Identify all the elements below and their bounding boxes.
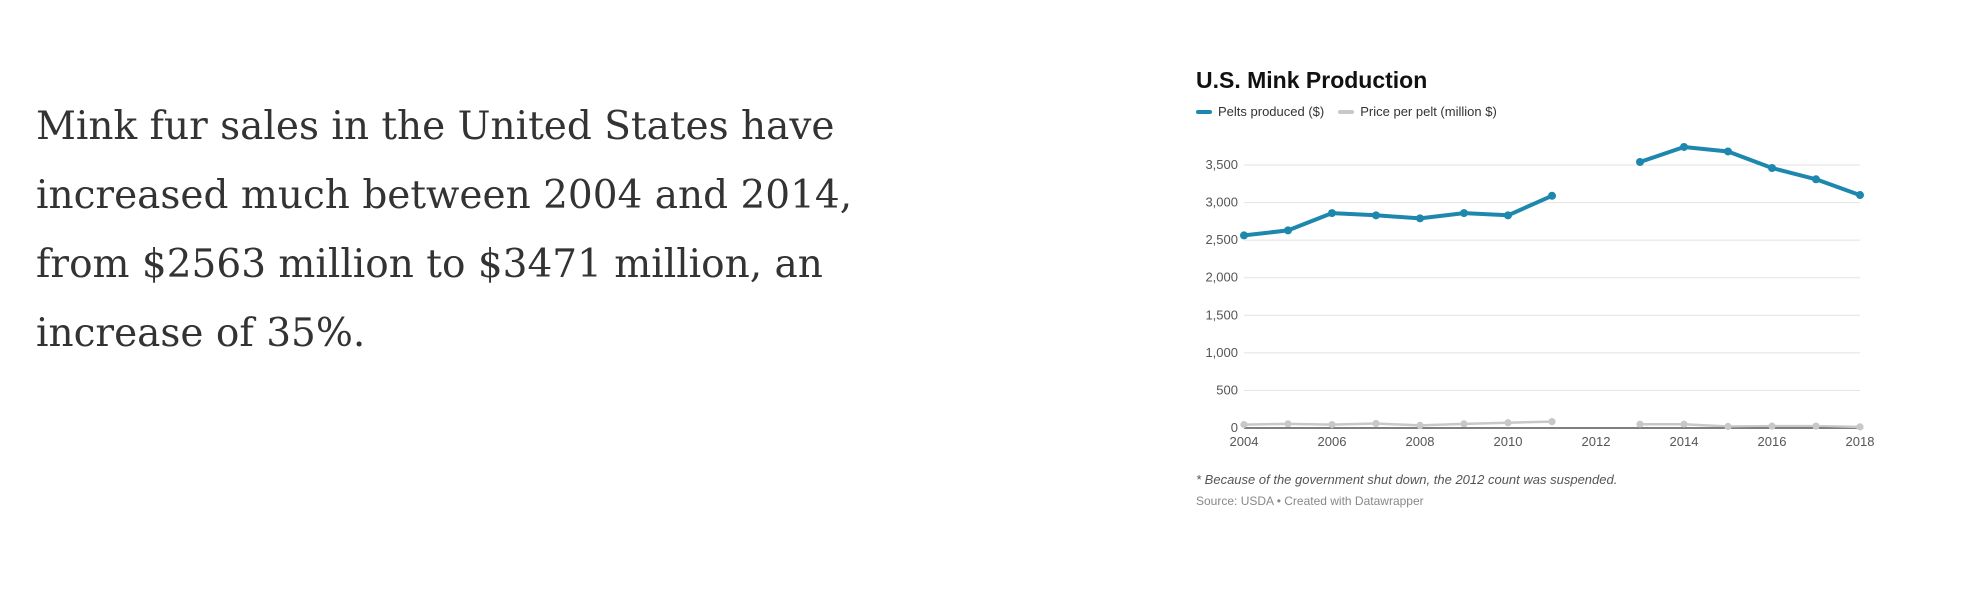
data-point-0-2011: [1548, 191, 1556, 200]
data-point-1-2017: [1812, 422, 1820, 430]
series-line-0: [1638, 145, 1862, 198]
data-point-0-2009: [1460, 209, 1468, 218]
data-point-1-2008: [1416, 421, 1424, 429]
x-tick-label: 2016: [1758, 434, 1787, 449]
data-point-0-2008: [1416, 214, 1424, 223]
x-tick-label: 2010: [1494, 434, 1523, 449]
legend-item-pelts: Pelts produced ($): [1196, 104, 1324, 119]
data-point-1-2005: [1284, 420, 1292, 428]
data-point-1-2015: [1724, 422, 1732, 431]
x-tick-label: 2014: [1670, 434, 1699, 449]
x-tick-label: 2008: [1406, 434, 1435, 449]
chart-footnote: * Because of the government shut down, t…: [1196, 472, 1618, 487]
x-tick-label: 2004: [1230, 434, 1259, 449]
data-point-1-2009: [1460, 420, 1468, 428]
data-point-1-2011: [1548, 418, 1556, 426]
x-tick-label: 2018: [1846, 434, 1875, 449]
article-paragraph: Mink fur sales in the United States have…: [36, 104, 853, 356]
data-point-0-2018: [1856, 191, 1864, 200]
data-point-0-2017: [1812, 175, 1820, 184]
data-point-0-2013: [1636, 157, 1644, 166]
data-point-1-2018: [1856, 423, 1864, 431]
x-tick-label: 2006: [1318, 434, 1347, 449]
legend-swatch-pelts: [1196, 109, 1212, 114]
data-point-1-2016: [1768, 422, 1776, 430]
data-point-1-2006: [1328, 421, 1336, 429]
y-tick-label: 3,500: [1205, 157, 1238, 172]
legend-label-pelts: Pelts produced ($): [1218, 104, 1325, 119]
line-chart: 0 500 1,000 1,500 2,000 2,500 3,000 3,500 2004 20…: [1205, 142, 1875, 449]
series-line-1: [1638, 422, 1862, 429]
data-point-0-2005: [1284, 226, 1292, 235]
y-tick-label: 500: [1216, 382, 1238, 397]
data-point-1-2004: [1240, 421, 1248, 429]
data-point-0-2015: [1724, 147, 1732, 156]
series-line-0: [1242, 193, 1554, 238]
chart-legend: Pelts produced ($) Price per pelt (milli…: [1196, 104, 1876, 119]
chart-source: Source: USDA • Created with Datawrapper: [1196, 494, 1424, 508]
data-point-1-2014: [1680, 420, 1688, 428]
legend-item-price: Price per pelt (million $): [1338, 104, 1497, 119]
y-tick-label: 1,000: [1205, 345, 1238, 360]
data-point-0-2004: [1240, 231, 1248, 240]
y-tick-label: 0: [1231, 420, 1238, 435]
y-tick-label: 1,500: [1205, 307, 1238, 322]
chart-notes: * Because of the government shut down, t…: [1196, 472, 1617, 508]
series-line-1: [1242, 420, 1554, 427]
data-point-1-2010: [1504, 419, 1512, 427]
x-tick-label: 2012: [1582, 434, 1611, 449]
chart-title: U.S. Mink Production: [1196, 67, 1428, 93]
y-tick-label: 2,500: [1205, 232, 1238, 247]
data-point-0-2006: [1328, 209, 1336, 218]
legend-label-price: Price per pelt (million $): [1360, 104, 1497, 119]
y-tick-label: 2,000: [1205, 270, 1238, 285]
chart-header: U.S. Mink Production Pelts produced ($) …: [1196, 66, 1876, 119]
data-point-1-2007: [1372, 419, 1380, 428]
data-point-1-2013: [1636, 420, 1644, 428]
legend-swatch-price: [1338, 109, 1355, 114]
data-point-0-2010: [1504, 211, 1512, 220]
data-point-0-2007: [1372, 211, 1380, 220]
data-point-0-2014: [1680, 142, 1688, 151]
y-tick-label: 3,000: [1205, 195, 1238, 210]
data-point-0-2016: [1768, 164, 1776, 173]
